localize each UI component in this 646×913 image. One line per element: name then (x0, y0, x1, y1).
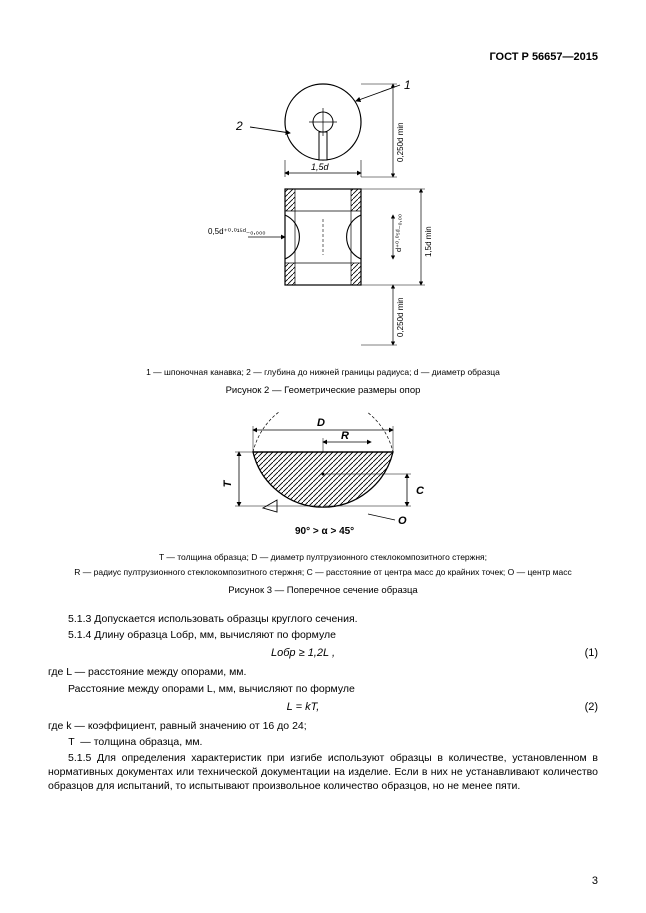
p-514: 5.1.4 Длину образца Lобр, мм, вычисляют … (48, 628, 598, 642)
formula-1-num: (1) (558, 646, 598, 661)
figure-3-svg: D R T C O 90° > α > 45° (203, 412, 443, 542)
figure-2-caption: Рисунок 2 — Геометрические размеры опор (48, 385, 598, 398)
fig3-angle: 90° > α > 45° (295, 526, 354, 537)
p-where-k: где k — коэффициент, равный значению от … (48, 719, 598, 733)
fig2-mid: d⁺⁰·⁰⁵ᵈ₋₀,₀₀ (394, 214, 403, 252)
fig2-width: 1,5d (311, 162, 330, 172)
fig2-tol: 0,5d⁺⁰·⁰¹⁵ᵈ₋₀,₀₀₀ (208, 227, 266, 236)
p-515: 5.1.5 Для определения характеристик при … (48, 751, 598, 794)
fig3-T: T (222, 479, 234, 487)
standard-id: ГОСТ Р 56657—2015 (48, 50, 598, 65)
figure-2-svg: 1 2 1,5d (178, 77, 468, 357)
p-513: 5.1.3 Допускается использовать образцы к… (48, 612, 598, 626)
p-where-L: где L — расстояние между опорами, мм. (48, 665, 598, 679)
p-where-T: T — толщина образца, мм. (48, 735, 598, 749)
fig2-r3: 0,250d min (396, 297, 405, 337)
fig2-r2: 1,5d min (424, 226, 433, 257)
figure-2: 1 2 1,5d (48, 77, 598, 357)
p-dist: Расстояние между опорами L, мм, вычисляю… (48, 682, 598, 696)
figure-3-legend-2: R — радиус пултрузионного стеклокомпозит… (48, 567, 598, 579)
figure-2-legend: 1 — шпоночная канавка; 2 — глубина до ни… (48, 367, 598, 379)
formula-1-row: Lобр ≥ 1,2L , (1) (48, 646, 598, 661)
formula-2-row: L = kT, (2) (48, 700, 598, 715)
fig3-D: D (317, 417, 325, 429)
fig3-O: O (398, 515, 407, 527)
figure-3-caption: Рисунок 3 — Поперечное сечение образца (48, 585, 598, 598)
fig3-C: C (416, 485, 425, 497)
formula-2: L = kT, (287, 700, 320, 715)
body-text: 5.1.3 Допускается использовать образцы к… (48, 612, 598, 793)
fig2-label-1: 1 (404, 78, 411, 92)
figure-3: D R T C O 90° > α > 45° (48, 412, 598, 542)
page-number: 3 (592, 874, 598, 889)
fig2-label-2: 2 (235, 119, 243, 133)
fig3-R: R (341, 430, 349, 442)
figure-3-legend-1: T — толщина образца; D — диаметр пултруз… (48, 552, 598, 564)
page-root: ГОСТ Р 56657—2015 (0, 0, 646, 913)
formula-2-num: (2) (558, 700, 598, 715)
fig2-r1: 0,250d min (396, 122, 405, 162)
formula-1: Lобр ≥ 1,2L , (271, 646, 335, 661)
